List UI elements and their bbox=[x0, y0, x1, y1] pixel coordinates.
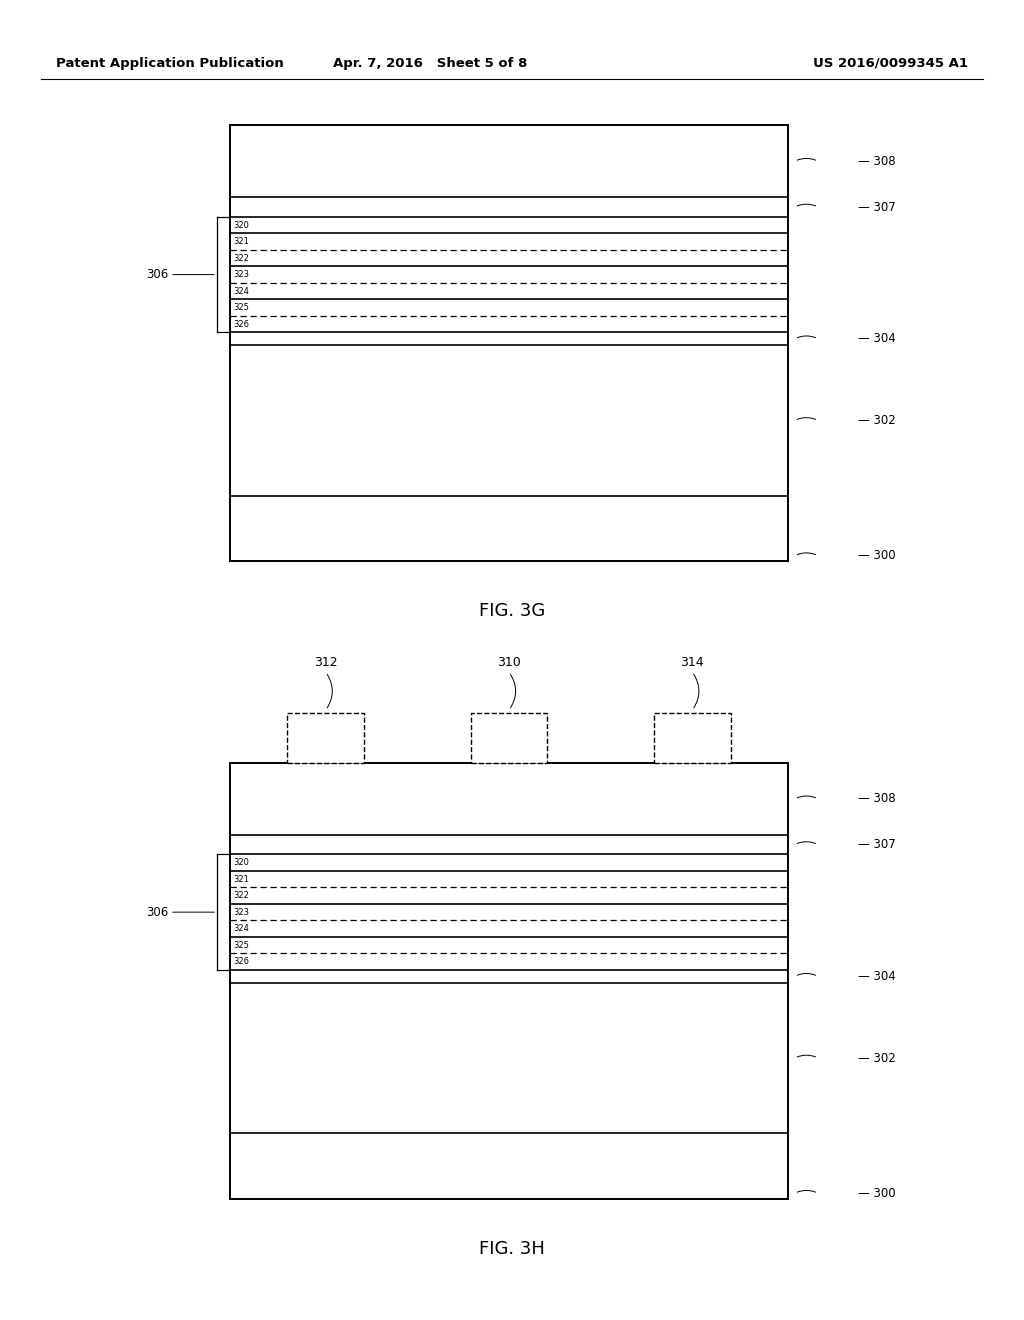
Text: — 308: — 308 bbox=[858, 792, 896, 805]
Text: 322: 322 bbox=[233, 891, 250, 900]
Text: FIG. 3H: FIG. 3H bbox=[479, 1239, 545, 1258]
Bar bbox=[230, 125, 788, 561]
Text: 306: 306 bbox=[145, 268, 168, 281]
Text: Apr. 7, 2016   Sheet 5 of 8: Apr. 7, 2016 Sheet 5 of 8 bbox=[333, 57, 527, 70]
Text: — 302: — 302 bbox=[858, 414, 896, 426]
Text: — 302: — 302 bbox=[858, 1052, 896, 1064]
Text: 326: 326 bbox=[233, 957, 250, 966]
Text: 322: 322 bbox=[233, 253, 250, 263]
Text: 310: 310 bbox=[497, 656, 521, 669]
Text: — 307: — 307 bbox=[858, 201, 896, 214]
Bar bbox=[287, 713, 365, 763]
Text: 325: 325 bbox=[233, 304, 250, 312]
Text: — 304: — 304 bbox=[858, 333, 896, 346]
Text: 323: 323 bbox=[233, 271, 250, 279]
Text: 321: 321 bbox=[233, 238, 250, 246]
Bar bbox=[230, 763, 788, 1199]
Text: — 300: — 300 bbox=[858, 549, 896, 562]
Text: US 2016/0099345 A1: US 2016/0099345 A1 bbox=[813, 57, 968, 70]
Text: FIG. 3G: FIG. 3G bbox=[479, 602, 545, 620]
Text: — 307: — 307 bbox=[858, 838, 896, 851]
Text: 320: 320 bbox=[233, 220, 250, 230]
Bar bbox=[471, 713, 547, 763]
Text: Patent Application Publication: Patent Application Publication bbox=[56, 57, 284, 70]
Text: — 300: — 300 bbox=[858, 1187, 896, 1200]
Text: 312: 312 bbox=[313, 656, 338, 669]
Text: 324: 324 bbox=[233, 286, 250, 296]
Text: 314: 314 bbox=[680, 656, 705, 669]
Text: 306: 306 bbox=[145, 906, 168, 919]
Text: — 304: — 304 bbox=[858, 970, 896, 983]
Text: 321: 321 bbox=[233, 875, 250, 883]
Text: 324: 324 bbox=[233, 924, 250, 933]
Text: 326: 326 bbox=[233, 319, 250, 329]
Text: 323: 323 bbox=[233, 908, 250, 916]
Bar bbox=[654, 713, 731, 763]
Text: 320: 320 bbox=[233, 858, 250, 867]
Text: 325: 325 bbox=[233, 941, 250, 949]
Text: — 308: — 308 bbox=[858, 154, 896, 168]
